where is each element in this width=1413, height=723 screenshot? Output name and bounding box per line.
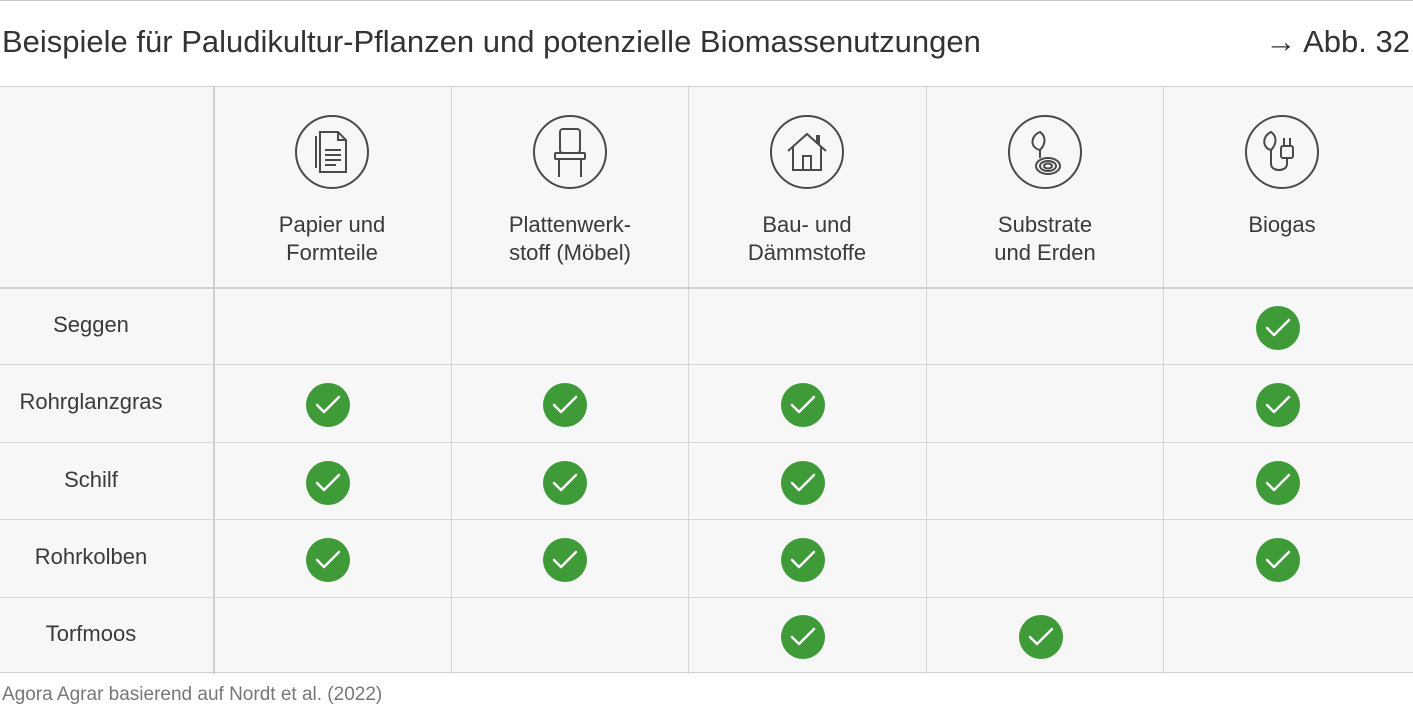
check-icon: [1256, 538, 1300, 582]
column-header: Bau- und Dämmstoffe: [688, 87, 926, 287]
row-label: Torfmoos: [45, 621, 137, 646]
column-header: Biogas: [1163, 87, 1401, 287]
check-icon: [543, 461, 587, 505]
row-label: Rohrkolben: [34, 544, 148, 569]
check-icon: [543, 383, 587, 427]
check-icon: [781, 461, 825, 505]
top-rule: [0, 0, 1413, 1]
check-icon: [781, 538, 825, 582]
column-label: Biogas: [1248, 212, 1316, 237]
column-label: Substrate und Erden: [994, 212, 1096, 265]
row-divider: [0, 442, 1413, 443]
check-icon: [1256, 306, 1300, 350]
column-label: Bau- und Dämmstoffe: [747, 212, 867, 265]
check-icon: [306, 538, 350, 582]
column-divider: [688, 87, 689, 674]
house-icon: [770, 115, 844, 189]
row-label: Rohrglanzgras: [19, 389, 163, 414]
column-divider: [451, 87, 452, 674]
row-divider: [0, 597, 1413, 598]
check-icon: [781, 383, 825, 427]
column-divider: [926, 87, 927, 674]
row-divider: [0, 364, 1413, 365]
check-icon: [1019, 615, 1063, 659]
leaf-plug-icon: [1245, 115, 1319, 189]
row-label: Seggen: [53, 312, 129, 337]
chair-icon: [533, 115, 607, 189]
column-header: Plattenwerk- stoff (Möbel): [451, 87, 689, 287]
leaf-soil-icon: [1008, 115, 1082, 189]
column-header: Papier und Formteile: [213, 87, 451, 287]
check-icon: [306, 383, 350, 427]
check-icon: [306, 461, 350, 505]
source-note: Agora Agrar basierend auf Nordt et al. (…: [2, 684, 383, 705]
column-header: Substrate und Erden: [926, 87, 1164, 287]
column-label: Plattenwerk- stoff (Möbel): [508, 212, 632, 265]
figure-reference: → Abb. 32: [1265, 24, 1410, 59]
column-divider: [213, 87, 215, 674]
check-icon: [781, 615, 825, 659]
check-icon: [543, 538, 587, 582]
usage-table: Papier und Formteile Plattenwerk- stoff (…: [0, 86, 1413, 674]
column-label: Papier und Formteile: [278, 212, 386, 265]
paper-document-icon: [295, 115, 369, 189]
check-icon: [1256, 461, 1300, 505]
row-divider: [0, 519, 1413, 520]
chart-title: Beispiele für Paludikultur-Pflanzen und …: [2, 24, 981, 59]
column-divider: [1163, 87, 1164, 674]
row-label: Schilf: [64, 467, 118, 492]
check-icon: [1256, 383, 1300, 427]
header-divider: [0, 287, 1413, 289]
